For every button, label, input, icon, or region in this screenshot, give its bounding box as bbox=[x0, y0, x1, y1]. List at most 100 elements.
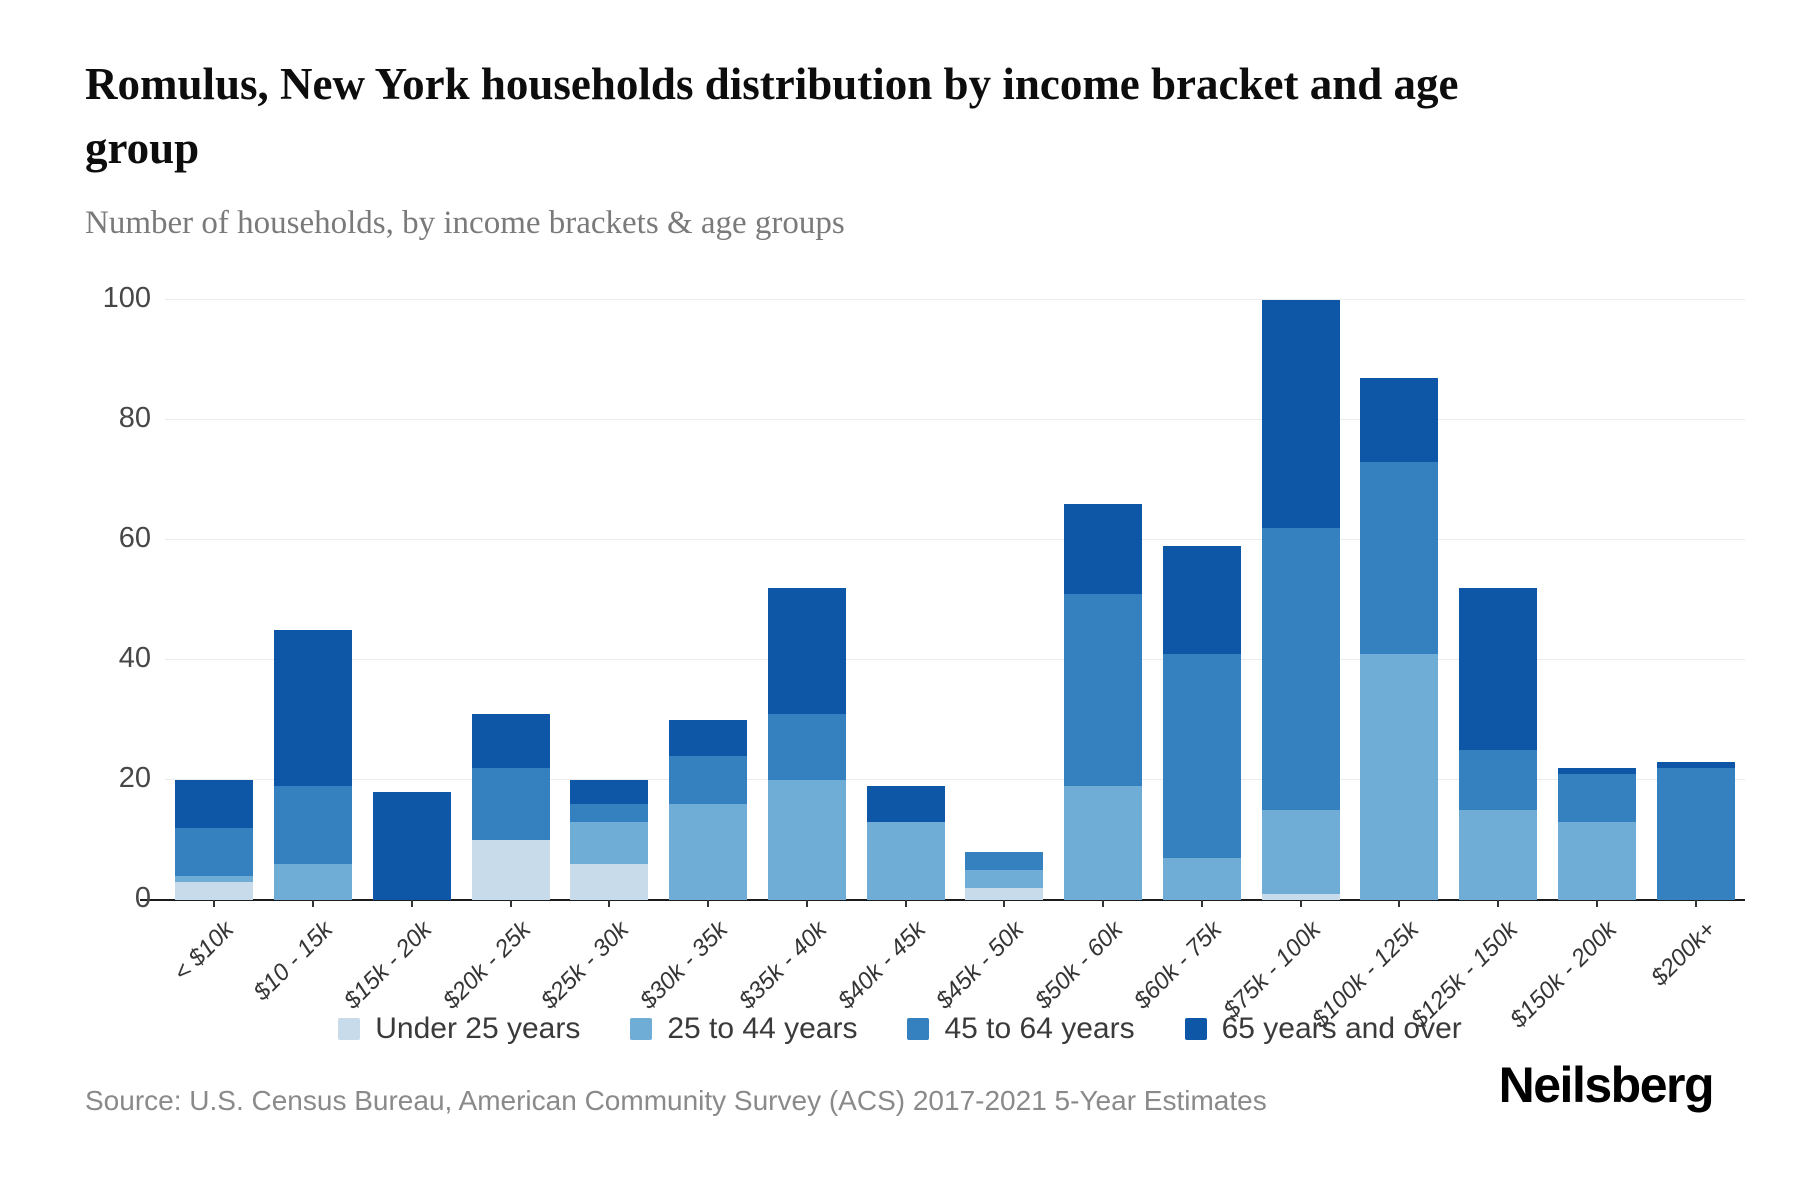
bar-segment-45-to-64-years[interactable] bbox=[175, 828, 254, 876]
bar-20k-25k bbox=[471, 714, 550, 900]
bar-segment-25-to-44-years[interactable] bbox=[1459, 810, 1538, 900]
bar-segment-45-to-64-years[interactable] bbox=[669, 756, 748, 804]
x-axis-tick bbox=[1595, 900, 1598, 907]
bar-segment-65-years-and-over[interactable] bbox=[372, 792, 451, 900]
bar-segment-65-years-and-over[interactable] bbox=[1162, 546, 1241, 654]
bar-segment-25-to-44-years[interactable] bbox=[274, 864, 353, 900]
x-axis-tick bbox=[1299, 900, 1302, 907]
bar-segment-25-to-44-years[interactable] bbox=[1557, 822, 1636, 900]
legend-swatch-icon bbox=[1184, 1018, 1207, 1040]
bar-segment-45-to-64-years[interactable] bbox=[1360, 462, 1439, 654]
bar-segment-45-to-64-years[interactable] bbox=[1162, 654, 1241, 858]
bar-segment-65-years-and-over[interactable] bbox=[1656, 762, 1735, 768]
bar-segment-65-years-and-over[interactable] bbox=[570, 780, 649, 804]
bar-segment-65-years-and-over[interactable] bbox=[767, 588, 846, 714]
gridline-80 bbox=[165, 419, 1745, 420]
bar-segment-under-25-years[interactable] bbox=[1261, 894, 1340, 900]
bar-segment-25-to-44-years[interactable] bbox=[1360, 654, 1439, 900]
bar-segment-65-years-and-over[interactable] bbox=[1064, 504, 1143, 594]
legend-label: 45 to 64 years bbox=[944, 1012, 1135, 1045]
legend-item-25-to-44-years[interactable]: 25 to 44 years bbox=[630, 1012, 857, 1046]
page-title: Romulus, New York households distributio… bbox=[85, 59, 1459, 173]
legend-swatch-icon bbox=[338, 1018, 361, 1040]
legend-item-under-25-years[interactable]: Under 25 years bbox=[338, 1012, 580, 1046]
bar-segment-under-25-years[interactable] bbox=[175, 882, 254, 900]
legend: Under 25 years 25 to 44 years 45 to 64 yea… bbox=[0, 1012, 1800, 1046]
source-text: Source: U.S. Census Bureau, American Com… bbox=[85, 1085, 1267, 1116]
x-axis-tick bbox=[805, 900, 808, 907]
bar-segment-25-to-44-years[interactable] bbox=[1162, 858, 1241, 900]
bar-segment-45-to-64-years[interactable] bbox=[965, 852, 1044, 870]
bar-35k-40k bbox=[767, 588, 846, 900]
bar-segment-45-to-64-years[interactable] bbox=[1064, 594, 1143, 786]
bar-150k-200k bbox=[1557, 768, 1636, 900]
bar-60k-75k bbox=[1162, 546, 1241, 900]
x-axis-tick bbox=[1497, 900, 1500, 907]
bar-segment-under-25-years[interactable] bbox=[965, 888, 1044, 900]
legend-item-45-to-64-years[interactable]: 45 to 64 years bbox=[907, 1012, 1135, 1046]
bar-segment-45-to-64-years[interactable] bbox=[570, 804, 649, 822]
bar-segment-45-to-64-years[interactable] bbox=[274, 786, 353, 864]
bar-45k-50k bbox=[965, 852, 1044, 900]
bar-segment-25-to-44-years[interactable] bbox=[669, 804, 748, 900]
bar-segment-45-to-64-years[interactable] bbox=[767, 714, 846, 780]
bar-segment-25-to-44-years[interactable] bbox=[866, 822, 945, 900]
x-axis-tick bbox=[312, 900, 315, 907]
brand-logo: Neilsberg bbox=[1498, 1057, 1715, 1113]
bar-segment-65-years-and-over[interactable] bbox=[866, 786, 945, 822]
bar-segment-65-years-and-over[interactable] bbox=[1360, 378, 1439, 462]
bar-segment-25-to-44-years[interactable] bbox=[1064, 786, 1143, 900]
page-subtitle: Number of households, by income brackets… bbox=[85, 205, 845, 241]
legend-label: 65 years and over bbox=[1221, 1012, 1462, 1045]
legend-label: 25 to 44 years bbox=[667, 1012, 858, 1045]
bar-30k-35k bbox=[669, 720, 748, 900]
x-axis-tick bbox=[213, 900, 216, 907]
bar-segment-25-to-44-years[interactable] bbox=[965, 870, 1044, 888]
gridline-20 bbox=[165, 779, 1745, 780]
x-axis-tick bbox=[410, 900, 413, 907]
bar-segment-45-to-64-years[interactable] bbox=[1557, 774, 1636, 822]
y-axis-label-0: 0 bbox=[134, 882, 151, 914]
bar-segment-45-to-64-years[interactable] bbox=[471, 768, 550, 840]
bar-segment-25-to-44-years[interactable] bbox=[175, 876, 254, 882]
bar-segment-25-to-44-years[interactable] bbox=[570, 822, 649, 864]
x-axis-tick bbox=[904, 900, 907, 907]
bar-segment-65-years-and-over[interactable] bbox=[1261, 300, 1340, 528]
legend-swatch-icon bbox=[630, 1018, 653, 1040]
bar-40k-45k bbox=[866, 786, 945, 900]
bar-segment-65-years-and-over[interactable] bbox=[1557, 768, 1636, 774]
bar-15k-20k bbox=[372, 792, 451, 900]
bar-segment-65-years-and-over[interactable] bbox=[669, 720, 748, 756]
bar-segment-25-to-44-years[interactable] bbox=[1261, 810, 1340, 894]
x-axis-tick bbox=[1003, 900, 1006, 907]
x-axis-tick bbox=[707, 900, 710, 907]
x-axis-tick bbox=[608, 900, 611, 907]
legend-swatch-icon bbox=[907, 1018, 930, 1040]
x-axis-tick bbox=[509, 900, 512, 907]
bar-segment-65-years-and-over[interactable] bbox=[175, 780, 254, 828]
bar-segment-65-years-and-over[interactable] bbox=[1459, 588, 1538, 750]
gridline-100 bbox=[165, 299, 1745, 300]
y-axis-label-80: 80 bbox=[118, 402, 151, 434]
legend-item-65-years-and-over[interactable]: 65 years and over bbox=[1184, 1012, 1462, 1046]
bar-segment-under-25-years[interactable] bbox=[471, 840, 550, 900]
bar-10k bbox=[175, 780, 254, 900]
bar-segment-45-to-64-years[interactable] bbox=[1656, 768, 1735, 900]
bar-segment-45-to-64-years[interactable] bbox=[1459, 750, 1538, 810]
y-axis-label-100: 100 bbox=[102, 282, 151, 314]
gridline-40 bbox=[165, 659, 1745, 660]
y-axis-label-20: 20 bbox=[118, 762, 151, 794]
bar-segment-25-to-44-years[interactable] bbox=[767, 780, 846, 900]
bar-125k-150k bbox=[1459, 588, 1538, 900]
x-axis-tick bbox=[1200, 900, 1203, 907]
bar-segment-65-years-and-over[interactable] bbox=[471, 714, 550, 768]
y-axis-label-40: 40 bbox=[118, 642, 151, 674]
y-axis-label-60: 60 bbox=[118, 522, 151, 554]
bar-segment-under-25-years[interactable] bbox=[570, 864, 649, 900]
x-axis-line bbox=[140, 899, 1745, 901]
bar-segment-45-to-64-years[interactable] bbox=[1261, 528, 1340, 810]
bar-segment-65-years-and-over[interactable] bbox=[274, 630, 353, 786]
bar-100k-125k bbox=[1360, 378, 1439, 900]
bar-25k-30k bbox=[570, 780, 649, 900]
